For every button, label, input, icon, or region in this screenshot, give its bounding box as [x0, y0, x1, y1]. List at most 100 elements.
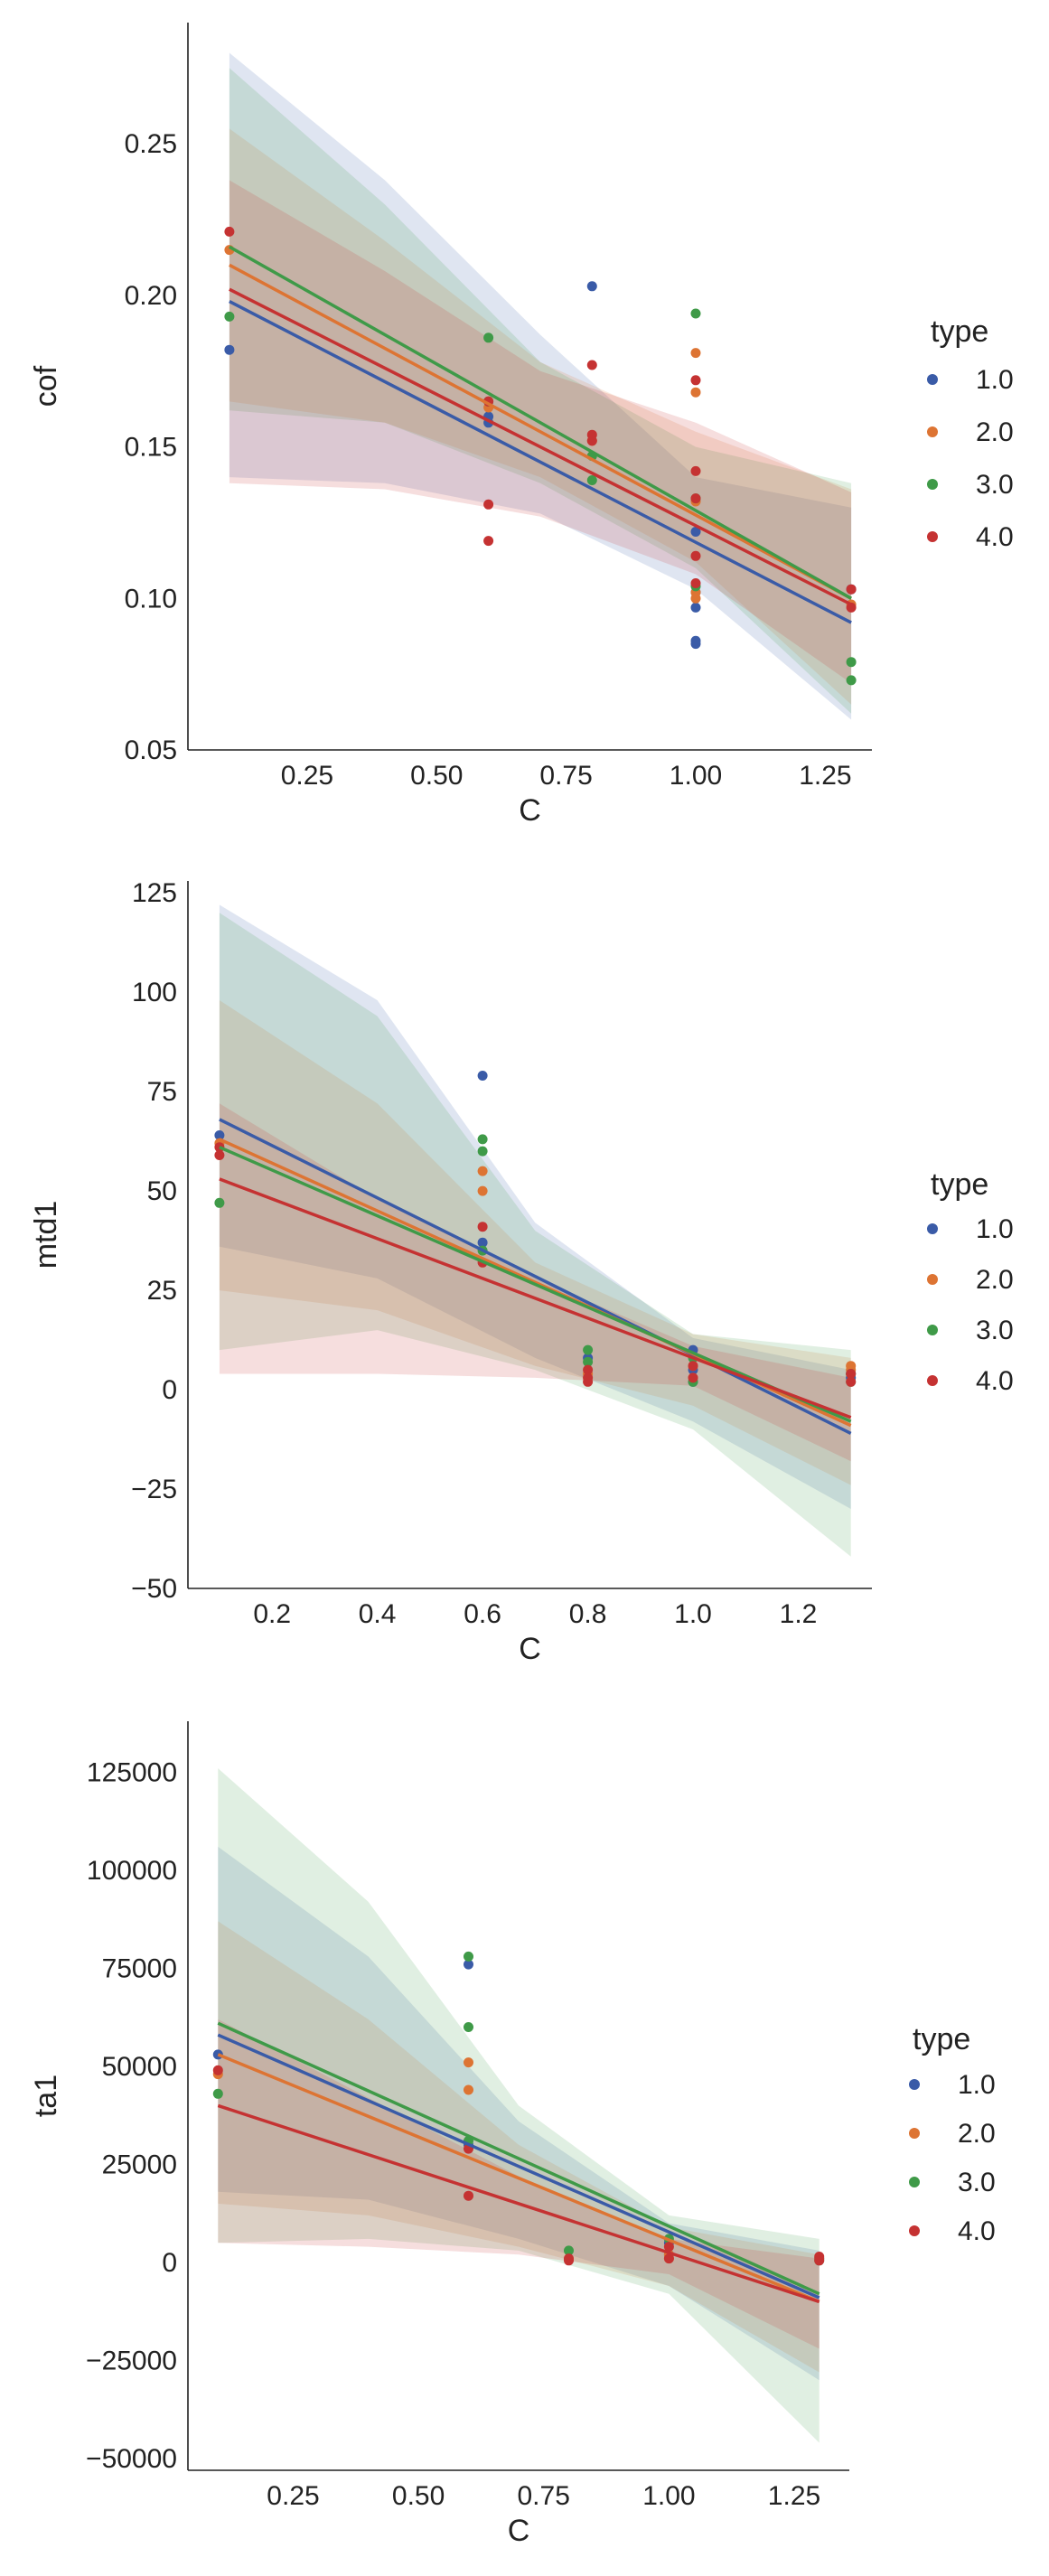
ta1-x-tick-label: 0.75	[518, 2481, 570, 2511]
legend-marker-4-0	[927, 531, 938, 542]
mtd1-regression-line-3-0	[219, 1146, 852, 1423]
cof-y-tick-label: 0.15	[125, 433, 177, 463]
cof-point-1-0	[690, 527, 701, 537]
mtd1-point-1-0	[214, 1130, 225, 1140]
cof-x-tick-label: 1.00	[670, 761, 722, 791]
ta1-x-axis-label: C	[508, 2514, 530, 2548]
cof-panel: 0.25 0.50 0.75 1.00 1.25 0.05 0.10 0.15 0.20 0.25…	[29, 23, 1014, 828]
ta1-y-tick-label: 75000	[102, 1953, 177, 1983]
mtd1-point-3-0	[477, 1146, 488, 1157]
legend-label-3-0: 3.0	[958, 2168, 996, 2197]
ta1-panel: 0.25 0.50 0.75 1.00 1.25 −50000 −25000 0 25000 50…	[29, 1721, 996, 2548]
cof-point-1-0	[586, 281, 597, 292]
mtd1-x-tick-label: 0.6	[464, 1599, 501, 1629]
legend-marker-1-0	[927, 374, 938, 385]
ta1-x-tick-label: 1.00	[642, 2481, 695, 2511]
ta1-regression-line-1-0	[217, 2033, 820, 2300]
ta1-point-3-0	[464, 1951, 473, 1962]
ta1-point-3-0	[212, 2088, 223, 2099]
cof-y-tick-label: 0.20	[125, 281, 177, 311]
cof-regression-line-4-0	[229, 287, 852, 606]
mtd1-point-4-0	[214, 1150, 225, 1160]
cof-point-3-0	[483, 333, 494, 343]
ta1-y-tick-label: 100000	[87, 1856, 177, 1886]
cof-regression-line-3-0	[229, 245, 852, 600]
ta1-y-tick-label: 125000	[87, 1757, 177, 1787]
legend-label-2-0: 2.0	[958, 2119, 996, 2149]
legend-label-3-0: 3.0	[976, 1316, 1014, 1345]
mtd1-point-4-0	[583, 1364, 594, 1375]
mtd1-point-3-0	[214, 1197, 225, 1208]
legend-title: type	[931, 314, 988, 349]
ta1-y-tick-label: 50000	[102, 2052, 177, 2082]
cof-point-3-0	[690, 308, 701, 319]
mtd1-point-3-0	[477, 1134, 488, 1145]
cof-point-4-0	[586, 436, 597, 446]
cof-point-4-0	[690, 465, 701, 476]
ta1-point-4-0	[663, 2253, 674, 2264]
legend-marker-3-0	[927, 479, 938, 490]
ta1-point-4-0	[564, 2255, 574, 2266]
mtd1-y-tick-label: 50	[147, 1176, 177, 1206]
cof-point-3-0	[586, 475, 597, 485]
ta1-point-3-0	[464, 2022, 473, 2032]
mtd1-y-tick-label: 75	[147, 1077, 177, 1107]
legend-marker-1-0	[909, 2079, 920, 2090]
cof-point-2-0	[690, 593, 701, 604]
mtd1-x-tick-label: 0.8	[569, 1599, 607, 1629]
mtd1-point-3-0	[583, 1344, 594, 1355]
legend-label-1-0: 1.0	[976, 1214, 1014, 1244]
legend-label-4-0: 4.0	[976, 1366, 1014, 1396]
mtd1-point-4-0	[688, 1372, 698, 1383]
legend-label-2-0: 2.0	[976, 417, 1014, 447]
legend-title: type	[931, 1167, 988, 1202]
mtd1-point-4-0	[477, 1222, 488, 1232]
ta1-confidence-band-3-0	[218, 1768, 820, 2443]
mtd1-y-tick-label: −50	[131, 1574, 177, 1604]
mtd1-point-4-0	[846, 1376, 857, 1387]
mtd1-regression-line-4-0	[219, 1177, 852, 1419]
legend-marker-4-0	[909, 2225, 920, 2236]
legend-label-1-0: 1.0	[958, 2070, 996, 2100]
cof-legend: type 1.0 2.0 3.0 4.0	[927, 314, 1014, 552]
cof-y-tick-label: 0.10	[125, 584, 177, 614]
cof-point-4-0	[224, 226, 235, 237]
cof-point-2-0	[690, 348, 701, 359]
cof-point-4-0	[483, 499, 494, 510]
cof-point-4-0	[690, 375, 701, 386]
cof-point-3-0	[846, 675, 857, 686]
cof-x-axis-label: C	[519, 793, 541, 828]
cof-point-4-0	[483, 536, 494, 547]
ta1-point-4-0	[464, 2190, 473, 2201]
mtd1-y-tick-label: 125	[132, 878, 177, 908]
legend-marker-3-0	[909, 2177, 920, 2187]
mtd1-x-tick-label: 0.4	[359, 1599, 397, 1629]
cof-point-3-0	[846, 657, 857, 668]
ta1-point-4-0	[663, 2242, 674, 2253]
ta1-y-tick-label: 0	[162, 2248, 177, 2278]
ta1-x-tick-label: 0.25	[267, 2481, 319, 2511]
cof-point-1-0	[224, 344, 235, 355]
mtd1-confidence-band-3-0	[219, 913, 851, 1557]
cof-point-1-0	[690, 635, 701, 646]
mtd1-point-3-0	[583, 1356, 594, 1367]
cof-x-tick-label: 1.25	[799, 761, 851, 791]
cof-point-2-0	[690, 387, 701, 398]
legend-label-1-0: 1.0	[976, 365, 1014, 395]
ta1-regression-line-2-0	[217, 2053, 820, 2304]
mtd1-point-2-0	[477, 1185, 488, 1196]
mtd1-legend: type 1.0 2.0 3.0 4.0	[927, 1167, 1014, 1396]
cof-y-tick-label: 0.05	[125, 735, 177, 765]
cof-point-1-0	[690, 602, 701, 613]
ta1-point-2-0	[464, 2057, 473, 2068]
ta1-point-2-0	[464, 2084, 473, 2095]
cof-point-4-0	[586, 360, 597, 370]
mtd1-point-2-0	[477, 1166, 488, 1176]
mtd1-y-axis-label: mtd1	[29, 1201, 63, 1269]
cof-regression-line-1-0	[229, 300, 852, 624]
ta1-regression-line-3-0	[217, 2021, 820, 2296]
mtd1-point-1-0	[477, 1071, 488, 1081]
legend-marker-2-0	[927, 426, 938, 437]
legend-label-3-0: 3.0	[976, 470, 1014, 500]
